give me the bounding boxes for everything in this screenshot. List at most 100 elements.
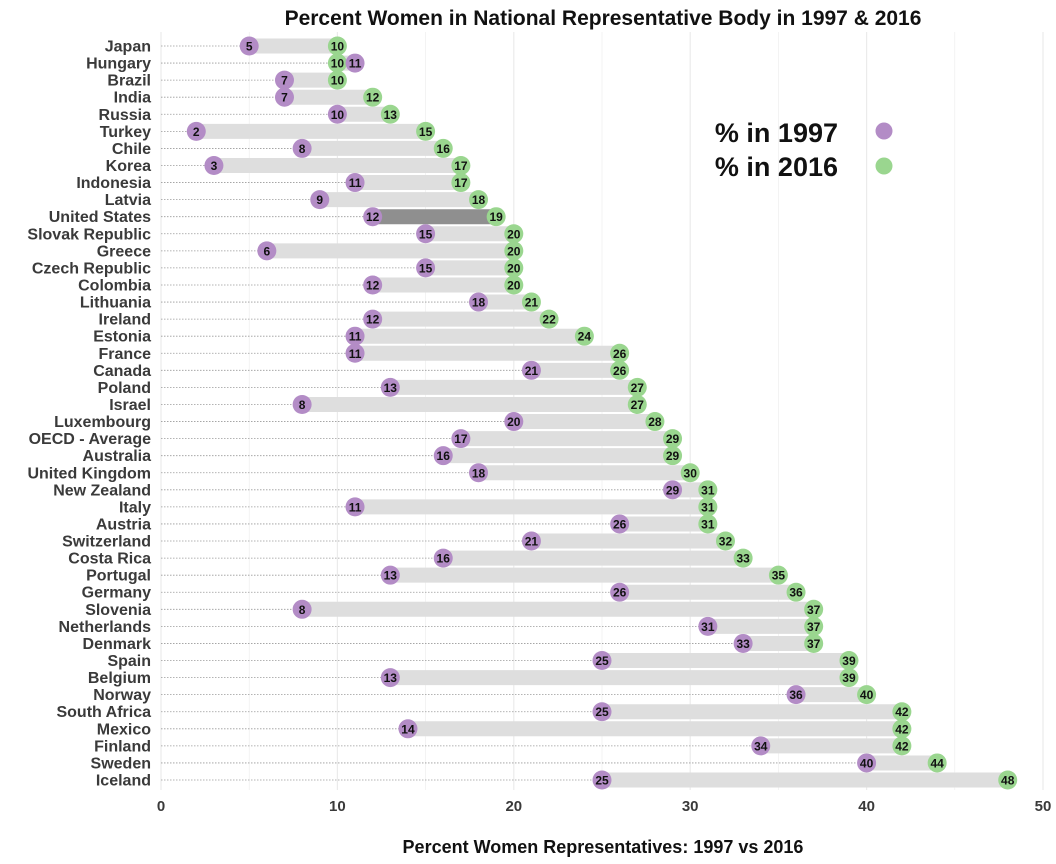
chart-row: 42 14 Mexico: [97, 719, 912, 739]
y-axis-label: Turkey: [100, 124, 151, 141]
y-axis-label: Sweden: [91, 755, 151, 772]
point-1997: [610, 514, 630, 534]
value-label-1997: 11: [349, 176, 362, 190]
y-axis-label: Poland: [98, 380, 151, 397]
value-label-2016: 48: [1001, 774, 1015, 788]
value-label-1997: 17: [454, 432, 468, 446]
value-label-1997: 7: [281, 91, 288, 105]
point-2016: [610, 360, 630, 380]
y-axis-label: Netherlands: [59, 619, 152, 636]
value-label-2016: 33: [736, 552, 750, 566]
value-label-1997: 9: [316, 193, 323, 207]
value-label-1997: 11: [349, 500, 362, 514]
value-label-2016: 42: [895, 739, 909, 753]
value-label-2016: 16: [437, 142, 451, 156]
y-axis-label: Portugal: [86, 568, 151, 585]
value-label-1997: 20: [507, 415, 521, 429]
point-1997: [345, 53, 365, 73]
point-2016: [451, 173, 471, 193]
x-tick-label: 20: [505, 798, 522, 815]
y-axis-label: Korea: [106, 158, 151, 175]
y-axis-label: United States: [49, 209, 151, 226]
chart-row: 28 20 Luxembourg: [54, 412, 665, 432]
chart-row: 13 10 Russia: [99, 104, 400, 124]
point-2016: [363, 87, 383, 107]
point-1997: [786, 685, 806, 705]
y-axis-label: New Zealand: [53, 482, 151, 499]
chart-row: 36 26 Germany: [82, 582, 806, 602]
chart-row: 37 8 Slovenia: [85, 599, 824, 619]
value-label-1997: 3: [211, 159, 218, 173]
y-axis-label: Slovak Republic: [27, 226, 151, 243]
value-label-1997: 8: [299, 398, 306, 412]
chart-row: 42 34 Finland: [94, 736, 912, 756]
point-1997: [327, 104, 347, 124]
value-label-2016: 20: [507, 261, 521, 275]
y-axis-label: Russia: [99, 107, 152, 124]
point-1997: [380, 668, 400, 688]
x-tick-label: 10: [329, 798, 346, 815]
value-label-2016: 36: [789, 586, 803, 600]
point-1997: [610, 582, 630, 602]
y-axis-label: Norway: [93, 687, 151, 704]
value-label-1997: 18: [472, 296, 486, 310]
point-2016: [892, 719, 912, 739]
chart-row: 31 29 New Zealand: [53, 480, 718, 500]
point-2016: [504, 224, 524, 244]
value-label-2016: 17: [454, 159, 468, 173]
value-label-2016: 10: [331, 74, 345, 88]
value-label-1997: 29: [666, 483, 680, 497]
point-2016: [504, 241, 524, 261]
chart-row: 26 11 France: [99, 343, 630, 363]
value-label-1997: 11: [349, 57, 362, 71]
point-2016: [327, 36, 347, 56]
point-1997: [416, 224, 436, 244]
chart-row: 31 26 Austria: [96, 514, 718, 534]
x-tick-label: 50: [1035, 798, 1052, 815]
chart-row: 12 7 India: [114, 87, 383, 107]
value-label-2016: 42: [895, 705, 909, 719]
point-2016: [698, 497, 718, 517]
value-label-2016: 37: [807, 603, 821, 617]
value-label-2016: 17: [454, 176, 468, 190]
legend-label-2016: % in 2016: [715, 152, 838, 182]
value-label-2016: 15: [419, 125, 433, 139]
chart-row: 20 15 Czech Republic: [32, 258, 524, 278]
chart-row: 17 11 Indonesia: [76, 173, 471, 193]
x-tick-label: 0: [157, 798, 165, 815]
point-1997: [292, 138, 312, 158]
value-label-1997: 16: [437, 449, 451, 463]
point-2016: [416, 121, 436, 141]
y-axis-label: Latvia: [105, 192, 151, 209]
y-axis-label: Australia: [83, 448, 152, 465]
point-2016: [733, 548, 753, 568]
point-1997: [363, 207, 383, 227]
point-1997: [204, 155, 224, 175]
chart-row: 44 40 Sweden: [91, 753, 947, 773]
point-2016: [380, 104, 400, 124]
value-label-2016: 31: [701, 500, 715, 514]
point-1997: [345, 343, 365, 363]
value-label-2016: 19: [489, 210, 503, 224]
y-axis-label: Spain: [107, 653, 151, 670]
chart-row: 37 33 Denmark: [83, 633, 824, 653]
point-2016: [998, 770, 1018, 790]
chart-row: 33 16 Costa Rica: [68, 548, 753, 568]
value-label-1997: 10: [331, 108, 345, 122]
point-1997: [380, 565, 400, 585]
chart-row: 19 12 United States: [49, 207, 506, 227]
point-2016: [663, 446, 683, 466]
y-axis-label: Canada: [93, 363, 151, 380]
value-label-2016: 26: [613, 364, 627, 378]
point-1997: [592, 651, 612, 671]
y-axis-label: Luxembourg: [54, 414, 151, 431]
point-1997: [751, 736, 771, 756]
point-1997: [592, 702, 612, 722]
point-2016: [451, 155, 471, 175]
point-2016: [327, 70, 347, 90]
y-axis-label: Greece: [97, 243, 151, 260]
value-label-1997: 2: [193, 125, 200, 139]
value-label-2016: 37: [807, 620, 821, 634]
point-2016: [663, 429, 683, 449]
x-axis-ticks: 0 10 20 30 40 50: [157, 798, 1052, 815]
